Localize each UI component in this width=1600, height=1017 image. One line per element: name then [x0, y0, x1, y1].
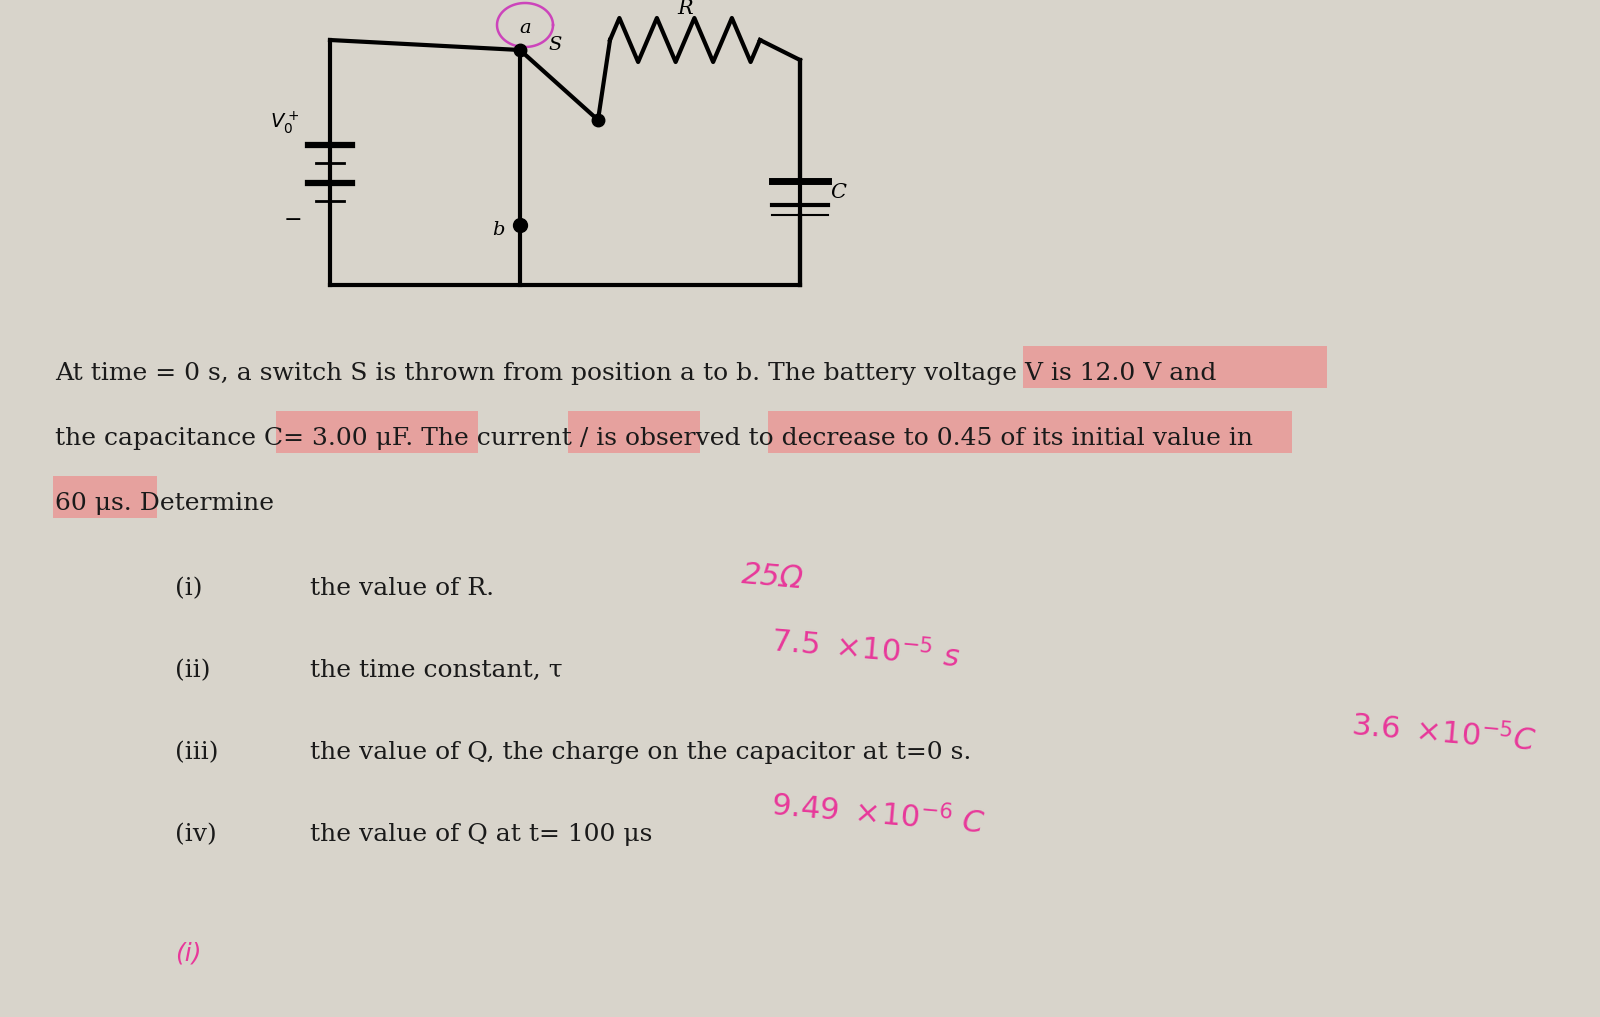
Text: (i): (i) [174, 577, 203, 600]
Text: At time = 0 s, a switch S is thrown from position a to b. The battery voltage V : At time = 0 s, a switch S is thrown from… [54, 362, 1216, 385]
Text: (iv): (iv) [174, 823, 216, 846]
Text: the value of Q, the charge on the capacitor at t=0 s.: the value of Q, the charge on the capaci… [310, 741, 971, 764]
Text: a: a [518, 19, 531, 37]
Text: (i): (i) [174, 941, 202, 965]
Text: $9.49\ \times\!10^{-6}\ C$: $9.49\ \times\!10^{-6}\ C$ [770, 789, 987, 840]
Text: the value of Q at t= 100 μs: the value of Q at t= 100 μs [310, 823, 653, 846]
Text: S: S [549, 36, 562, 54]
Text: C: C [830, 183, 846, 202]
Text: R: R [677, 0, 693, 17]
Text: $V_0^+$: $V_0^+$ [270, 109, 299, 136]
Text: the time constant, τ: the time constant, τ [310, 659, 563, 682]
FancyBboxPatch shape [1022, 346, 1326, 387]
FancyBboxPatch shape [277, 411, 478, 453]
Text: $-$: $-$ [283, 206, 301, 229]
FancyBboxPatch shape [53, 476, 157, 518]
Text: b: b [491, 221, 504, 239]
Text: $7.5\ \times\!10^{-5}\ s$: $7.5\ \times\!10^{-5}\ s$ [770, 625, 962, 674]
FancyBboxPatch shape [768, 411, 1293, 453]
Text: $3.6\ \times\!10^{-5}$C: $3.6\ \times\!10^{-5}$C [1350, 710, 1538, 758]
Text: (iii): (iii) [174, 741, 219, 764]
Text: (ii): (ii) [174, 659, 211, 682]
Text: the capacitance C= 3.00 μF. The current / is observed to decrease to 0.45 of its: the capacitance C= 3.00 μF. The current … [54, 427, 1253, 450]
Text: the value of R.: the value of R. [310, 577, 494, 600]
FancyBboxPatch shape [568, 411, 701, 453]
Text: 25Ω: 25Ω [739, 559, 805, 594]
Text: 60 μs. Determine: 60 μs. Determine [54, 492, 274, 515]
